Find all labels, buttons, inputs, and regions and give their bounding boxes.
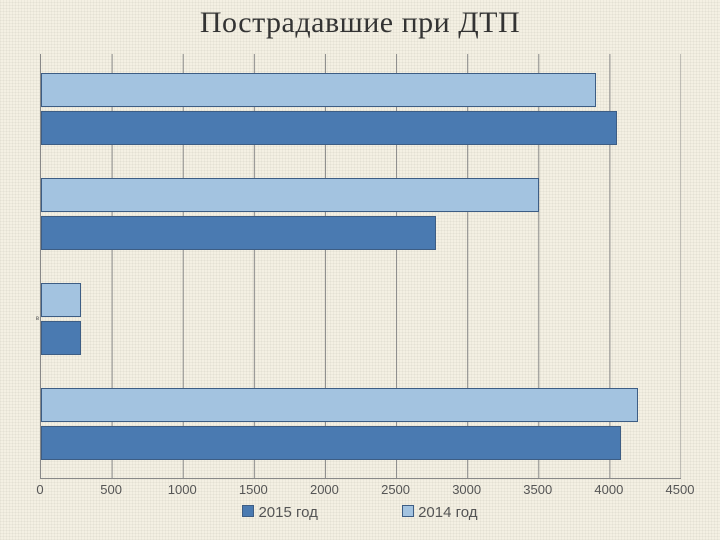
legend-label-2014: 2014 год	[418, 504, 477, 521]
bar-2015	[41, 216, 436, 250]
legend-swatch-2014	[402, 505, 414, 517]
legend-swatch-2015	[242, 505, 254, 517]
x-tick-label: 4500	[666, 482, 695, 497]
category-label: в	[36, 316, 41, 322]
x-tick-label: 2000	[310, 482, 339, 497]
chart-title: Пострадавшие при ДТП	[0, 6, 720, 40]
x-tick-label: 500	[100, 482, 122, 497]
x-tick-label: 2500	[381, 482, 410, 497]
bar-2015	[41, 426, 621, 460]
legend-item-2014: 2014 год	[402, 504, 477, 521]
legend-item-2015: 2015 год	[242, 504, 317, 521]
x-tick-label: 3500	[523, 482, 552, 497]
bar-2015	[41, 111, 617, 145]
x-tick-label: 1500	[239, 482, 268, 497]
legend: 2015 год 2014 год	[0, 504, 720, 521]
bar-2014	[41, 283, 81, 317]
bar-2014	[41, 73, 596, 107]
bar-2014	[41, 388, 638, 422]
x-tick-label: 3000	[452, 482, 481, 497]
x-axis-labels: 050010001500200025003000350040004500	[40, 482, 680, 500]
legend-label-2015: 2015 год	[258, 504, 317, 521]
bar-2014	[41, 178, 539, 212]
x-tick-label: 1000	[168, 482, 197, 497]
plot-area: в	[40, 54, 681, 479]
x-tick-label: 4000	[594, 482, 623, 497]
x-tick-label: 0	[36, 482, 43, 497]
bar-2015	[41, 321, 81, 355]
